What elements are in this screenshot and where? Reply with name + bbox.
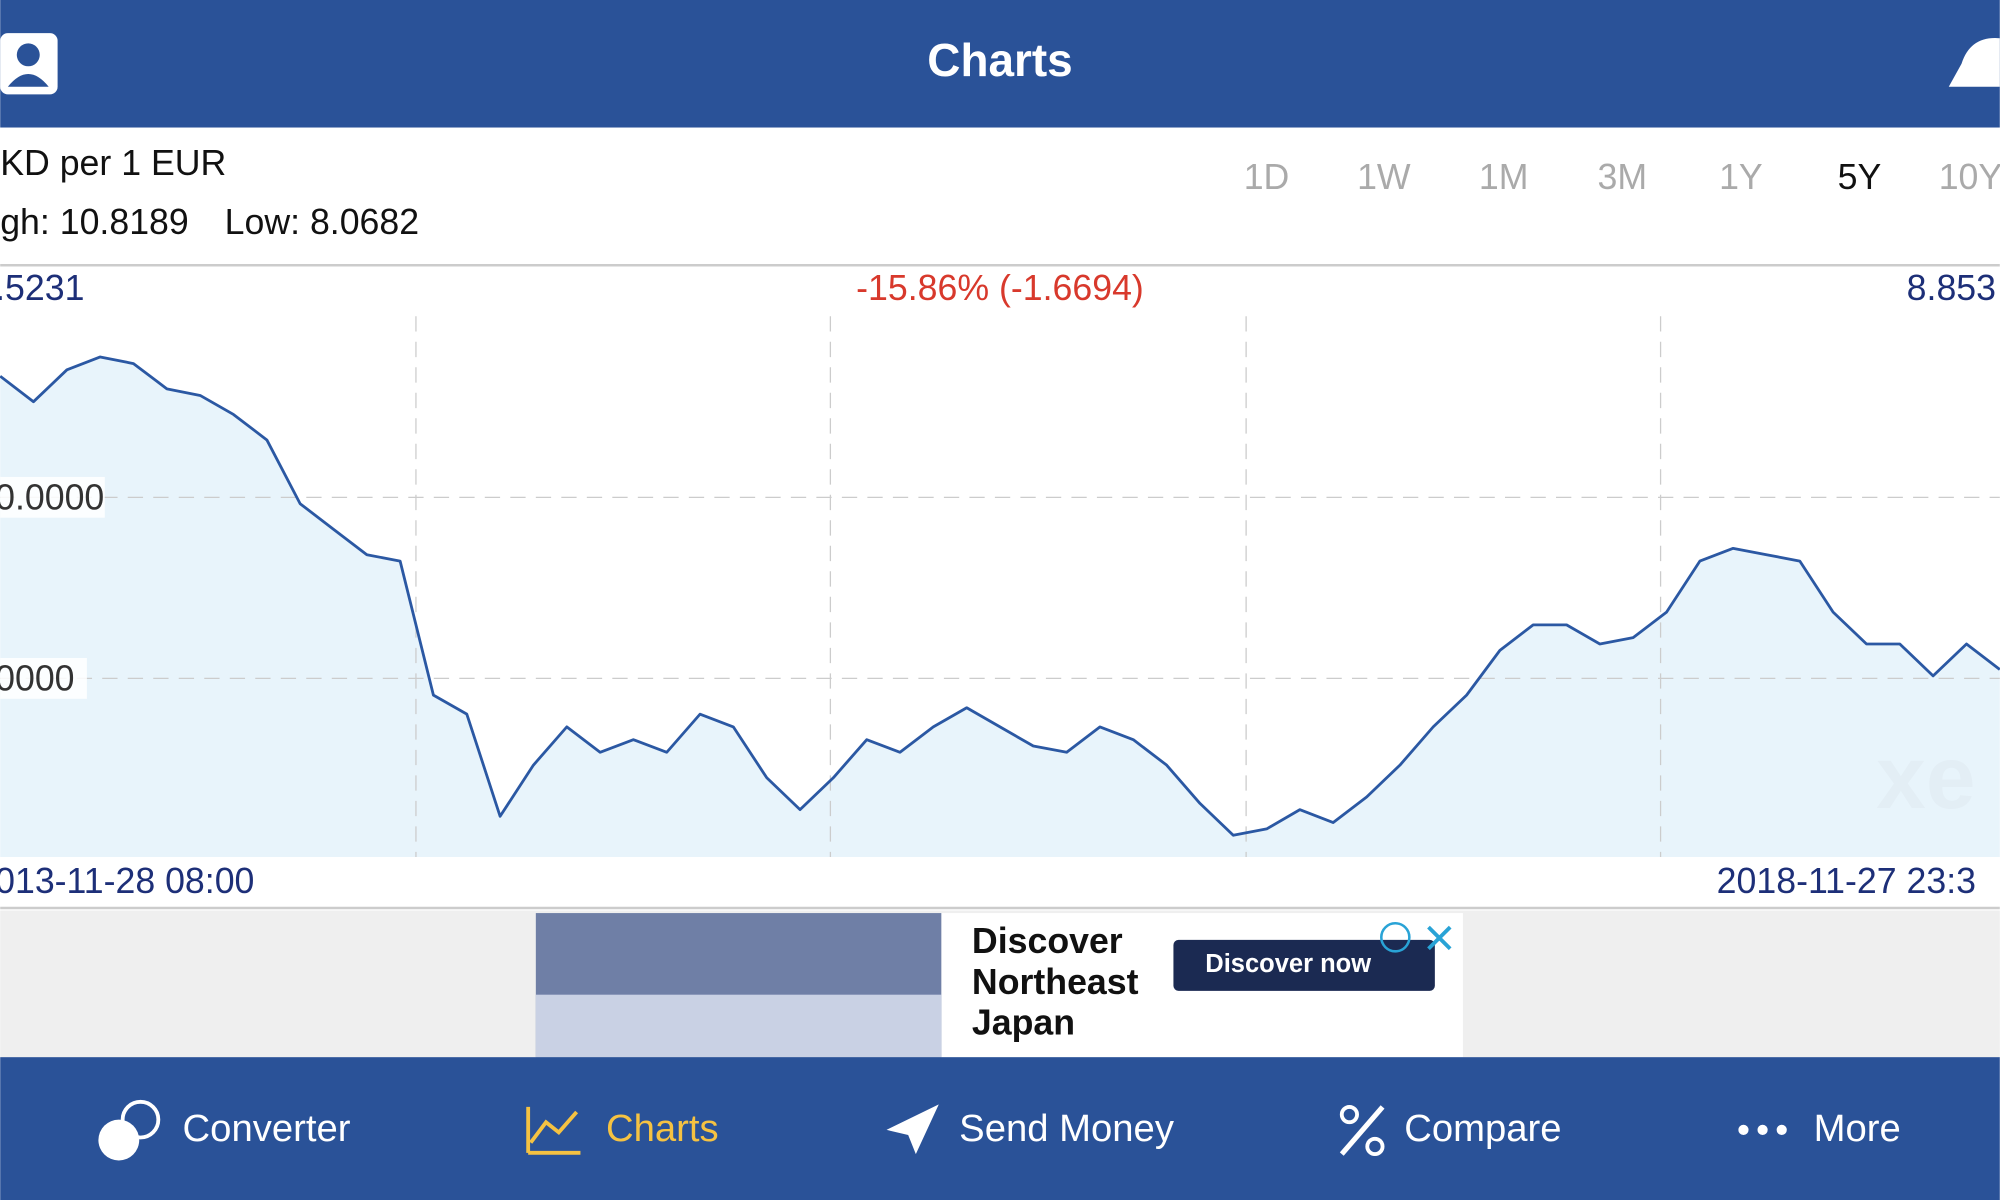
price-line: [0, 355, 2000, 837]
bell-shape: [1948, 38, 2000, 87]
end-value: 8.853: [1907, 268, 1996, 308]
y-tick-label-bg: [0, 476, 105, 518]
range-selector: 1D 1W 1M 3M 1Y 5Y 10Y: [1244, 157, 2000, 197]
range-button[interactable]: 1W: [1357, 157, 1411, 197]
end-date: 2018-11-27 23:3: [1717, 861, 1976, 901]
pair-high: gh: 10.8189: [0, 202, 189, 242]
nav-icons: [98, 1099, 1787, 1161]
more-icon: [1776, 1124, 1787, 1135]
ad-button[interactable]: [1173, 939, 1435, 991]
ad-headline: Japan: [972, 1003, 1075, 1043]
more-icon: [1738, 1124, 1749, 1135]
start-value: .5231: [0, 268, 84, 308]
range-button[interactable]: 10Y: [1939, 157, 2000, 197]
nav-item[interactable]: Charts: [606, 1107, 719, 1150]
y-tick-label-bg: [0, 658, 87, 699]
y-tick-label: 0.0000: [0, 477, 104, 517]
charts-icon: [526, 1106, 581, 1155]
send-icon: [886, 1104, 939, 1155]
nav-item[interactable]: Compare: [1404, 1107, 1561, 1150]
compare-icon: [1339, 1105, 1385, 1156]
range-button[interactable]: 3M: [1598, 157, 1648, 197]
compare-icon: [1365, 1136, 1385, 1157]
header-title: Charts: [927, 34, 1072, 86]
bell-icon[interactable]: [1948, 38, 2000, 87]
header-bar: [0, 0, 2000, 128]
nav-item[interactable]: Send Money: [959, 1107, 1175, 1150]
ad-button-label: Discover now: [1205, 950, 1371, 978]
nav-bar: [0, 1057, 2000, 1200]
ad-close-icon[interactable]: [1427, 925, 1452, 951]
more-icon: [1757, 1124, 1768, 1135]
change-label: -15.86% (-1.6694): [856, 268, 1144, 308]
start-date: 013-11-28 08:00: [0, 861, 254, 901]
profile-body: [7, 73, 49, 87]
pair-label: KD per 1 EUR: [0, 143, 226, 183]
range-button[interactable]: 1D: [1244, 157, 1290, 197]
watermark: xe: [1876, 727, 1975, 827]
nav-item[interactable]: More: [1814, 1107, 1901, 1150]
range-button[interactable]: 1M: [1479, 157, 1529, 197]
ad-banner[interactable]: Discover Northeast Japan Discover now: [535, 913, 1463, 1058]
profile-head: [16, 43, 40, 67]
chart: .5231 -15.86% (-1.6694) 8.853 xe 013-11-…: [0, 268, 2000, 901]
range-button[interactable]: 1Y: [1719, 157, 1763, 197]
ad-headline: Northeast: [972, 962, 1139, 1002]
y-tick-label: 0000: [0, 658, 75, 698]
pair-low: Low: 8.0682: [225, 202, 419, 242]
converter-icon: [98, 1119, 140, 1161]
ad-info-icon[interactable]: [1380, 921, 1411, 953]
ad-image-snow: [535, 994, 942, 1058]
nav-items: Converter Charts Send Money Compare More: [183, 1107, 1901, 1150]
nav-item[interactable]: Converter: [183, 1107, 351, 1150]
compare-icon: [1339, 1104, 1359, 1125]
ad-headline: Discover: [972, 921, 1123, 961]
converter-icon: [120, 1099, 161, 1140]
area-fill: [0, 356, 2000, 857]
range-button[interactable]: 5Y: [1838, 157, 1882, 197]
profile-icon[interactable]: [0, 33, 58, 95]
